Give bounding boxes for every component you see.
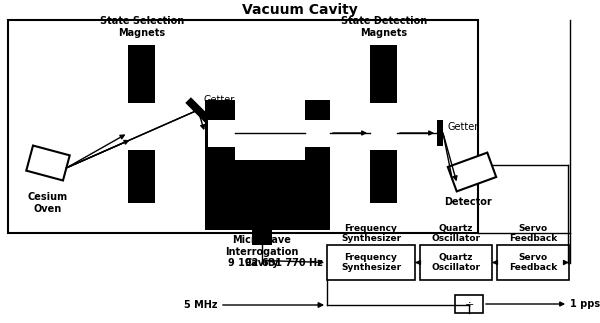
Polygon shape xyxy=(448,152,496,192)
Text: Vacuum Cavity: Vacuum Cavity xyxy=(242,3,358,17)
Text: Quartz
Oscillator: Quartz Oscillator xyxy=(431,253,481,272)
Bar xyxy=(208,120,235,147)
Text: Servo
Feedback: Servo Feedback xyxy=(509,224,557,243)
Text: Detector: Detector xyxy=(444,197,492,207)
Text: ÷: ÷ xyxy=(464,299,473,309)
Bar xyxy=(252,228,272,245)
Polygon shape xyxy=(185,97,211,123)
Bar xyxy=(235,100,305,160)
Bar xyxy=(455,295,483,313)
Bar xyxy=(205,160,330,230)
Bar xyxy=(128,150,155,203)
Bar xyxy=(420,245,492,280)
Bar xyxy=(8,20,478,233)
Bar xyxy=(205,100,235,230)
Text: Getter: Getter xyxy=(448,122,479,132)
Text: Frequency
Synthesizer: Frequency Synthesizer xyxy=(341,224,401,243)
Text: 9 192 631 770 Hz: 9 192 631 770 Hz xyxy=(228,257,323,267)
Text: Frequency
Synthesizer: Frequency Synthesizer xyxy=(341,253,401,272)
Bar xyxy=(370,150,397,203)
Text: Microwave
Interrogation
Cavity: Microwave Interrogation Cavity xyxy=(226,235,299,268)
Bar xyxy=(305,100,330,160)
Text: Getter: Getter xyxy=(204,95,235,105)
Polygon shape xyxy=(26,146,70,181)
Bar xyxy=(437,120,443,146)
Bar xyxy=(305,120,330,147)
Text: State Detection
Magnets: State Detection Magnets xyxy=(341,16,427,38)
Bar xyxy=(128,45,155,103)
Bar xyxy=(497,245,569,280)
Bar xyxy=(370,45,397,103)
Text: Cesium
Oven: Cesium Oven xyxy=(28,192,68,214)
Text: Quartz
Oscillator: Quartz Oscillator xyxy=(431,224,481,243)
Text: 5 MHz: 5 MHz xyxy=(185,300,218,310)
Text: Servo
Feedback: Servo Feedback xyxy=(509,253,557,272)
Text: State Selection
Magnets: State Selection Magnets xyxy=(100,16,184,38)
Text: 1 pps: 1 pps xyxy=(570,299,600,309)
Bar xyxy=(327,245,415,280)
